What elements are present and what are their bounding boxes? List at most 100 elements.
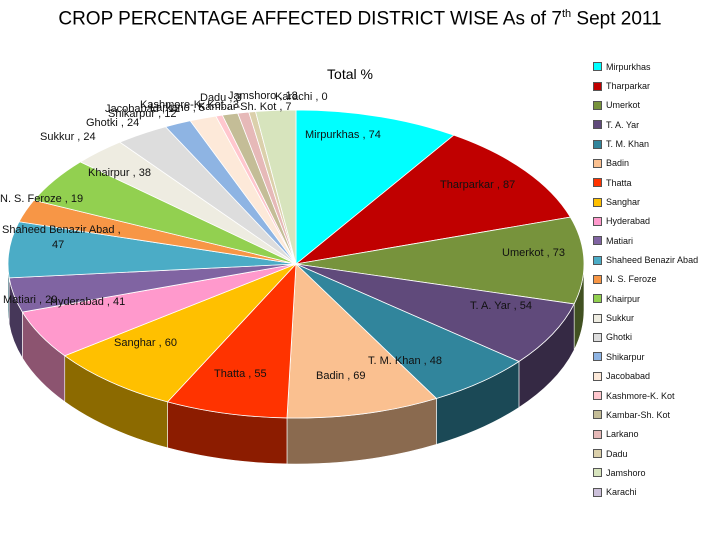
data-label-mirpurkhas: Mirpurkhas , 74 <box>305 129 381 141</box>
legend-label: Kashmore-K. Kot <box>606 390 675 401</box>
data-label-ta-yar: T. A. Yar , 54 <box>470 300 532 312</box>
legend-swatch <box>593 371 602 381</box>
data-label-tharparkar: Tharparkar , 87 <box>440 179 515 191</box>
data-label-karachi: Karachi , 0 <box>275 91 328 103</box>
legend-item-sanghar: Sanghar <box>593 192 720 211</box>
data-label-khairpur: Khairpur , 38 <box>88 167 151 179</box>
data-label-ghotki: Ghotki , 24 <box>86 117 139 129</box>
legend-swatch <box>593 391 602 401</box>
data-label-shaheed-benazir-abad: Shaheed Benazir Abad , <box>2 224 121 236</box>
series-label: Total % <box>327 66 373 82</box>
legend-label: Karachi <box>606 487 637 498</box>
legend-label: Kambar-Sh. Kot <box>606 409 671 420</box>
legend-label: Shikarpur <box>606 351 645 362</box>
legend-item-t-m-khan: T. M. Khan <box>593 134 720 153</box>
legend-swatch <box>593 410 602 420</box>
legend-label: Khairpur <box>606 293 641 304</box>
legend-label: Jamshoro <box>606 467 646 478</box>
legend-item-shikarpur: Shikarpur <box>593 347 720 366</box>
legend-swatch <box>593 139 602 149</box>
legend-item-karachi: Karachi <box>593 483 720 502</box>
legend-swatch <box>593 294 602 304</box>
legend-item-umerkot: Umerkot <box>593 96 720 115</box>
legend-item-t-a-yar: T. A. Yar <box>593 115 720 134</box>
legend-swatch <box>593 468 602 478</box>
data-label-ns-feroze: N. S. Feroze , 19 <box>0 193 83 205</box>
legend-label: Matiari <box>606 235 634 246</box>
legend-item-mirpurkhas: Mirpurkhas <box>593 57 720 76</box>
legend-swatch <box>593 216 602 226</box>
data-label-badin: Badin , 69 <box>316 370 366 382</box>
data-label-larkano: Larkano , 5 <box>150 102 205 114</box>
pie-slice-thatta <box>166 262 297 419</box>
legend-label: T. M. Khan <box>606 139 650 150</box>
legend-item-n-s-feroze: N. S. Feroze <box>593 270 720 289</box>
legend-label: Mirpurkhas <box>606 61 651 72</box>
pie-slice-tharparkar <box>294 134 571 265</box>
legend-swatch <box>593 178 602 188</box>
legend-label: T. A. Yar <box>606 119 640 130</box>
data-label-matiari: Matiari , 29 <box>3 294 57 306</box>
data-label-hyderabad: Hyderabad , 41 <box>50 296 125 308</box>
legend-item-khairpur: Khairpur <box>593 289 720 308</box>
pie-slice-sanghar <box>63 263 297 403</box>
legend-swatch <box>593 197 602 207</box>
data-label-umerkot: Umerkot , 73 <box>502 247 565 259</box>
legend-swatch <box>593 332 602 342</box>
legend-label: Sanghar <box>606 197 641 208</box>
legend-swatch <box>593 352 602 362</box>
legend-label: Dadu <box>606 448 628 459</box>
legend-label: N. S. Feroze <box>606 274 657 285</box>
legend-item-shaheed-benazir-abad: Shaheed Benazir Abad <box>593 250 720 269</box>
data-label-kashmore: Kashmore-K. Kot , 3 <box>140 99 239 111</box>
legend-item-ghotki: Ghotki <box>593 328 720 347</box>
title-sup: th <box>561 8 572 20</box>
legend-label: Shaheed Benazir Abad <box>606 255 699 266</box>
pie-slice-badin <box>286 263 438 419</box>
legend-swatch <box>593 62 602 72</box>
data-label-kambar: Kambar-Sh. Kot , 7 <box>198 101 292 113</box>
data-label-sanghar: Sanghar , 60 <box>114 337 177 349</box>
legend-item-matiari: Matiari <box>593 231 720 250</box>
pie-slice-mirpurkhas <box>295 109 455 265</box>
legend-swatch <box>593 81 602 91</box>
title-tail: Sept 2011 <box>571 8 662 30</box>
legend-swatch <box>593 255 602 265</box>
legend-item-kambar-sh-kot: Kambar-Sh. Kot <box>593 405 720 424</box>
legend-swatch <box>593 487 602 497</box>
data-label-tm-khan: T. M. Khan , 48 <box>368 355 442 367</box>
legend-label: Badin <box>606 158 630 169</box>
legend-item-dadu: Dadu <box>593 444 720 463</box>
pie-slice-umerkot <box>295 216 585 305</box>
legend-item-larkano: Larkano <box>593 425 720 444</box>
legend-swatch <box>593 449 602 459</box>
pie-slice-t-a-yar <box>295 263 575 362</box>
page-title: CROP PERCENTAGE AFFECTED DISTRICT WISE A… <box>0 2 720 31</box>
legend-swatch <box>593 158 602 168</box>
legend-swatch <box>593 100 602 110</box>
data-label-jamshoro: Jamshoro , 18 <box>228 90 298 102</box>
data-label-shaheed-benazir-abad-value: 47 <box>52 239 64 251</box>
legend-label: Hyderabad <box>606 216 651 227</box>
legend-item-kashmore-k-kot: Kashmore-K. Kot <box>593 386 720 405</box>
legend-item-sukkur: Sukkur <box>593 308 720 327</box>
legend-item-hyderabad: Hyderabad <box>593 212 720 231</box>
legend-swatch <box>593 274 602 284</box>
legend-label: Larkano <box>606 429 639 440</box>
legend-label: Thatta <box>606 177 632 188</box>
legend-item-jamshoro: Jamshoro <box>593 463 720 482</box>
legend-item-jacobabad: Jacobabad <box>593 367 720 386</box>
legend-item-badin: Badin <box>593 154 720 173</box>
data-label-sukkur: Sukkur , 24 <box>40 131 96 143</box>
data-label-shikarpur: Shikarpur , 12 <box>108 108 176 120</box>
legend-item-tharparkar: Tharparkar <box>593 76 720 95</box>
legend-swatch <box>593 236 602 246</box>
pie-slice-jamshoro <box>255 109 297 265</box>
legend-label: Tharparkar <box>606 81 651 92</box>
legend-label: Ghotki <box>606 332 633 343</box>
legend-swatch <box>593 120 602 130</box>
data-label-dadu: Dadu , 3 <box>200 92 242 104</box>
data-label-jacobabad: Jacobabad , 12 <box>105 103 180 115</box>
chart-legend: Mirpurkhas Tharparkar Umerkot T. A. Yar T. M… <box>593 57 720 502</box>
